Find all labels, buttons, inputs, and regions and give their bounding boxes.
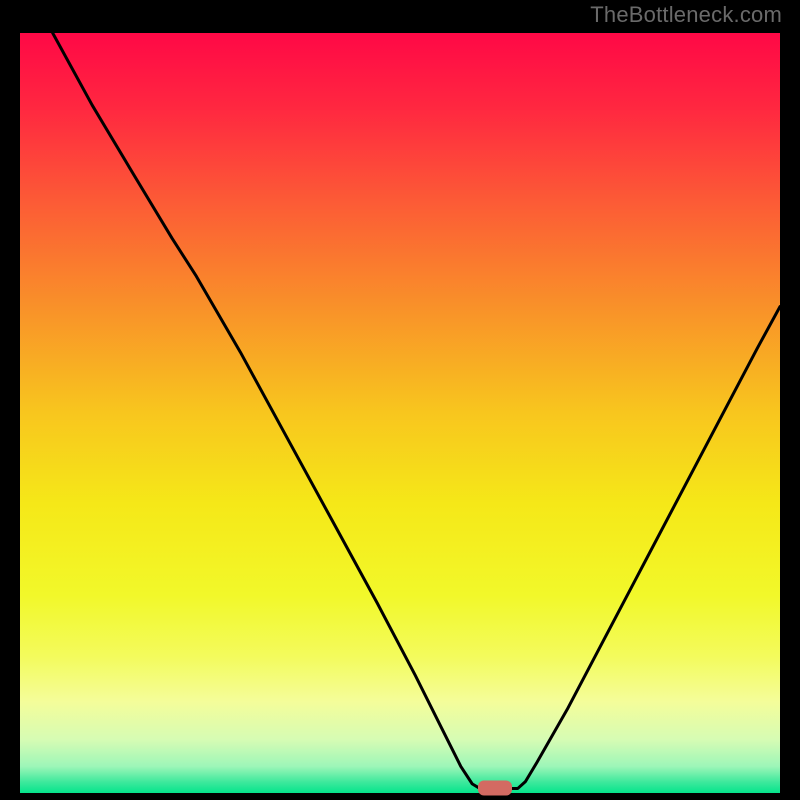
watermark: TheBottleneck.com [590, 2, 782, 28]
minimum-marker [478, 780, 512, 795]
plot-area [20, 33, 780, 793]
gradient-background [20, 33, 780, 793]
